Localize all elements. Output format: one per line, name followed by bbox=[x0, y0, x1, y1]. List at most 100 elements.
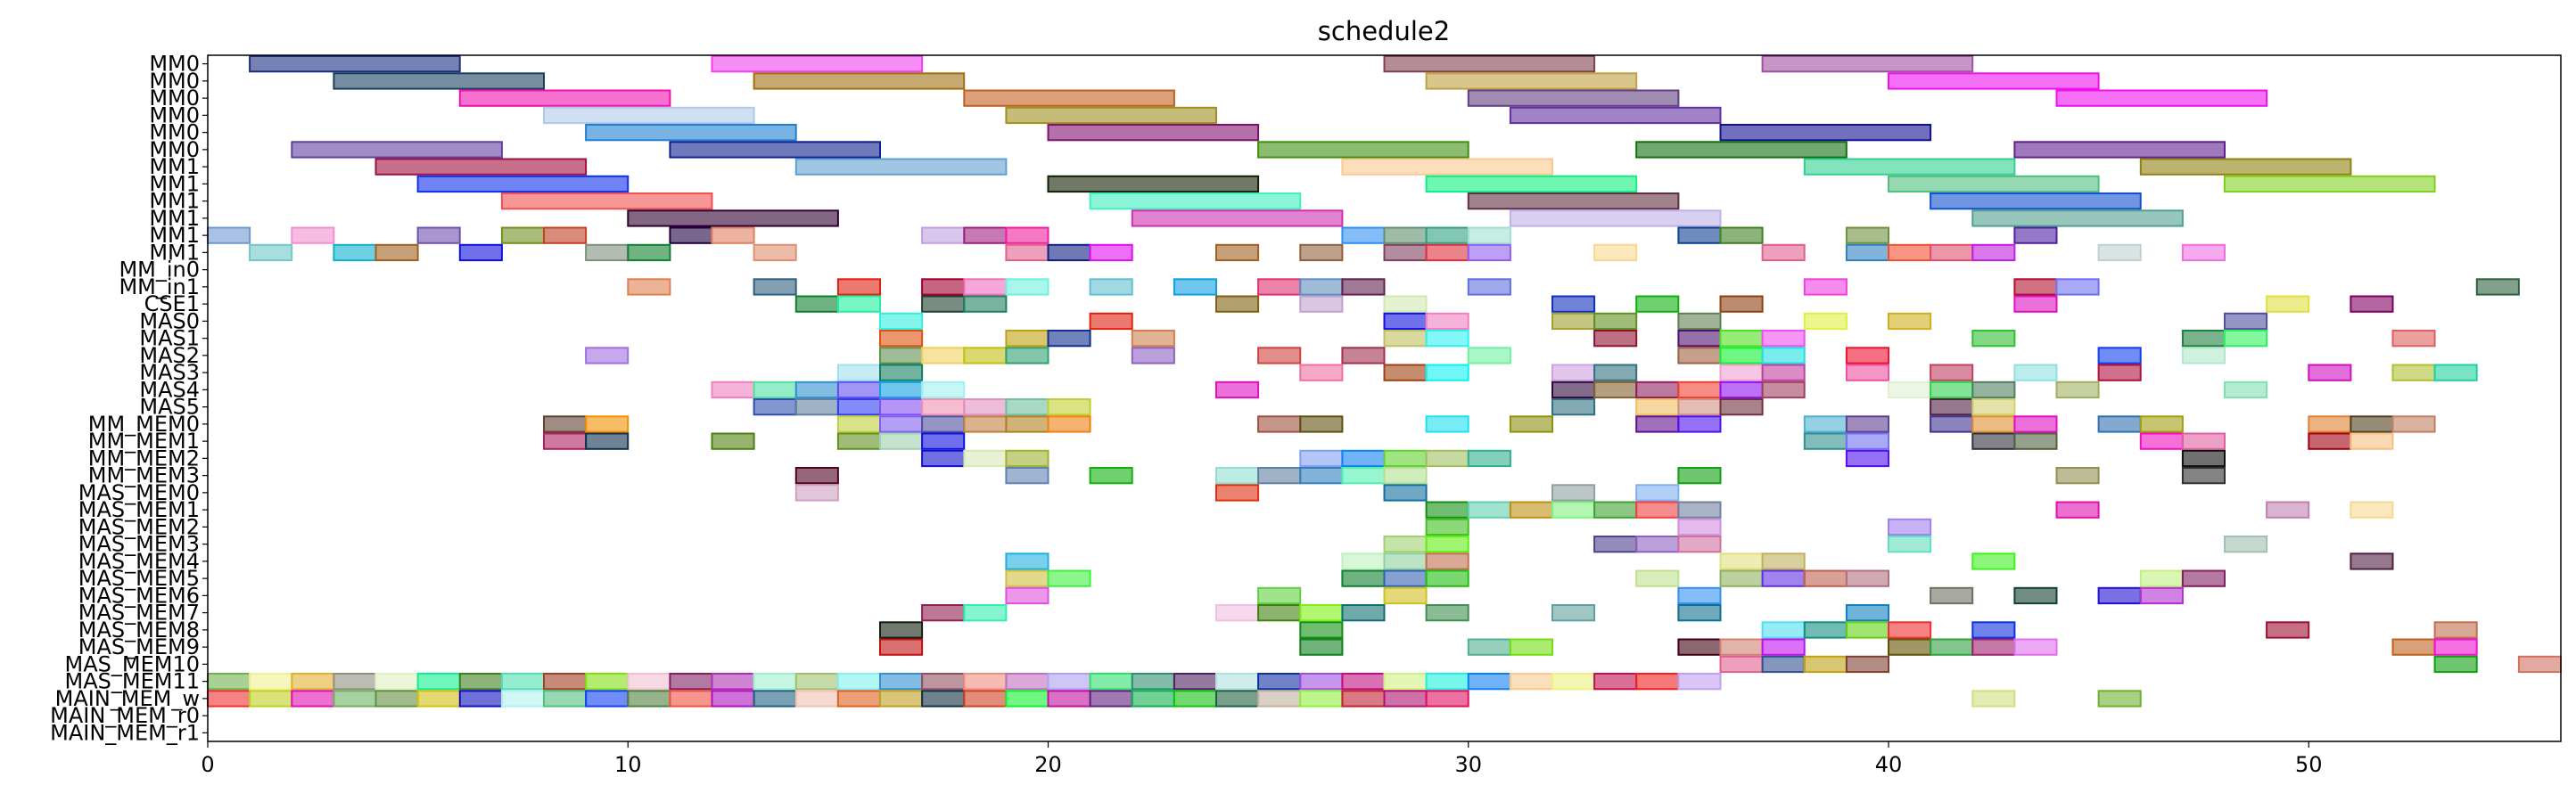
task-bar-232 bbox=[2139, 432, 2184, 450]
task-bar-114 bbox=[1425, 312, 1469, 331]
task-bar-11 bbox=[2055, 89, 2268, 107]
task-bar-41 bbox=[207, 226, 251, 244]
row-labels: MM0MM0MM0MM0MM0MM0MM1MM1MM1MM1MM1MM1MM_i… bbox=[50, 52, 208, 745]
task-bar-79 bbox=[1971, 243, 2016, 262]
task-bar-90 bbox=[1257, 278, 1302, 296]
task-bar-301 bbox=[2181, 569, 2226, 587]
task-bar-217 bbox=[2097, 415, 2142, 433]
task-bar-349 bbox=[249, 673, 293, 691]
task-bar-191 bbox=[1047, 398, 1091, 416]
task-bar-309 bbox=[2139, 586, 2184, 605]
task-bar-252 bbox=[1341, 467, 1386, 485]
task-bar-43 bbox=[416, 226, 461, 244]
task-bar-401 bbox=[921, 690, 966, 708]
task-bar-342 bbox=[1719, 655, 1764, 674]
task-bar-300 bbox=[2139, 569, 2184, 587]
row-label: MAS_MEM5 bbox=[78, 566, 200, 591]
task-bar-256 bbox=[2181, 467, 2226, 485]
task-bar-273 bbox=[1677, 518, 1722, 536]
task-bar-379 bbox=[1509, 673, 1554, 691]
task-bar-261 bbox=[1635, 484, 1680, 502]
task-bar-161 bbox=[2013, 364, 2058, 381]
row-label: MM1 bbox=[149, 206, 200, 231]
task-bar-59 bbox=[249, 243, 293, 262]
task-bar-160 bbox=[1930, 364, 1974, 381]
task-bar-297 bbox=[1761, 569, 1806, 587]
task-bar-361 bbox=[753, 673, 797, 691]
task-bar-368 bbox=[1047, 673, 1091, 691]
task-bar-197 bbox=[1971, 398, 2016, 416]
task-bar-152 bbox=[1299, 364, 1344, 381]
task-bar-105 bbox=[1551, 295, 1596, 313]
task-bar-184 bbox=[753, 398, 797, 416]
task-bar-406 bbox=[1131, 690, 1175, 708]
task-bar-199 bbox=[585, 415, 630, 433]
task-bar-257 bbox=[794, 484, 839, 502]
task-bar-141 bbox=[1257, 347, 1302, 364]
task-bar-243 bbox=[1467, 449, 1511, 468]
task-bar-42 bbox=[291, 226, 335, 244]
task-bar-220 bbox=[2350, 415, 2394, 433]
task-bar-8 bbox=[458, 89, 671, 107]
task-bar-27 bbox=[2139, 158, 2352, 176]
task-bar-275 bbox=[1383, 536, 1428, 553]
task-bar-154 bbox=[1425, 364, 1469, 381]
x-tick-label: 40 bbox=[1875, 752, 1903, 777]
task-bar-101 bbox=[963, 295, 1008, 313]
task-bar-165 bbox=[2433, 364, 2478, 381]
task-bar-180 bbox=[1930, 381, 1974, 399]
row-label: MM0 bbox=[149, 86, 200, 110]
row-label: MM0 bbox=[149, 52, 200, 77]
task-bar-192 bbox=[1551, 398, 1596, 416]
task-bar-151 bbox=[879, 364, 924, 381]
task-bar-373 bbox=[1257, 673, 1302, 691]
task-bar-170 bbox=[879, 381, 924, 399]
task-bar-282 bbox=[1005, 552, 1049, 570]
task-bar-69 bbox=[1215, 243, 1260, 262]
task-bar-50 bbox=[1005, 226, 1049, 244]
task-bar-324 bbox=[1845, 621, 1889, 639]
task-bar-205 bbox=[1047, 415, 1091, 433]
task-bar-369 bbox=[1089, 673, 1133, 691]
task-bar-194 bbox=[1677, 398, 1722, 416]
task-bar-204 bbox=[1005, 415, 1049, 433]
task-bar-408 bbox=[1215, 690, 1260, 708]
task-bar-303 bbox=[1257, 586, 1302, 605]
task-bar-84 bbox=[836, 278, 882, 296]
task-bar-97 bbox=[2475, 278, 2520, 296]
task-bar-211 bbox=[1677, 415, 1722, 433]
task-bar-56 bbox=[1719, 226, 1764, 244]
task-bar-255 bbox=[2055, 467, 2100, 485]
task-bar-214 bbox=[1930, 415, 1974, 433]
task-bar-316 bbox=[1425, 604, 1469, 622]
task-bar-314 bbox=[1299, 604, 1344, 622]
task-bar-402 bbox=[963, 690, 1008, 708]
row-label: MAS_MEM3 bbox=[78, 532, 200, 557]
row-label: MM0 bbox=[149, 137, 200, 162]
task-bar-129 bbox=[1719, 330, 1764, 348]
task-bar-248 bbox=[1089, 467, 1133, 485]
task-bar-213 bbox=[1845, 415, 1889, 433]
task-bar-47 bbox=[711, 226, 755, 244]
task-bar-36 bbox=[1930, 192, 2142, 210]
task-bar-80 bbox=[2097, 243, 2142, 262]
task-bar-371 bbox=[1173, 673, 1218, 691]
task-bar-346 bbox=[2433, 655, 2478, 674]
task-bar-83 bbox=[753, 278, 797, 296]
task-bar-159 bbox=[1845, 364, 1889, 381]
task-bar-25 bbox=[1341, 158, 1554, 176]
row-label: MAS4 bbox=[139, 377, 200, 402]
task-bar-245 bbox=[2181, 449, 2226, 468]
task-bar-127 bbox=[1593, 330, 1638, 348]
task-bar-260 bbox=[1551, 484, 1596, 502]
x-tick-label: 0 bbox=[201, 752, 214, 777]
task-bar-372 bbox=[1215, 673, 1260, 691]
task-bar-29 bbox=[1047, 175, 1260, 193]
task-bar-124 bbox=[1131, 330, 1175, 348]
task-bar-293 bbox=[1383, 569, 1428, 587]
task-bar-122 bbox=[1005, 330, 1049, 348]
task-bar-20 bbox=[1257, 141, 1469, 159]
task-bar-190 bbox=[1005, 398, 1049, 416]
task-bar-23 bbox=[374, 158, 588, 176]
task-bar-355 bbox=[500, 673, 546, 691]
